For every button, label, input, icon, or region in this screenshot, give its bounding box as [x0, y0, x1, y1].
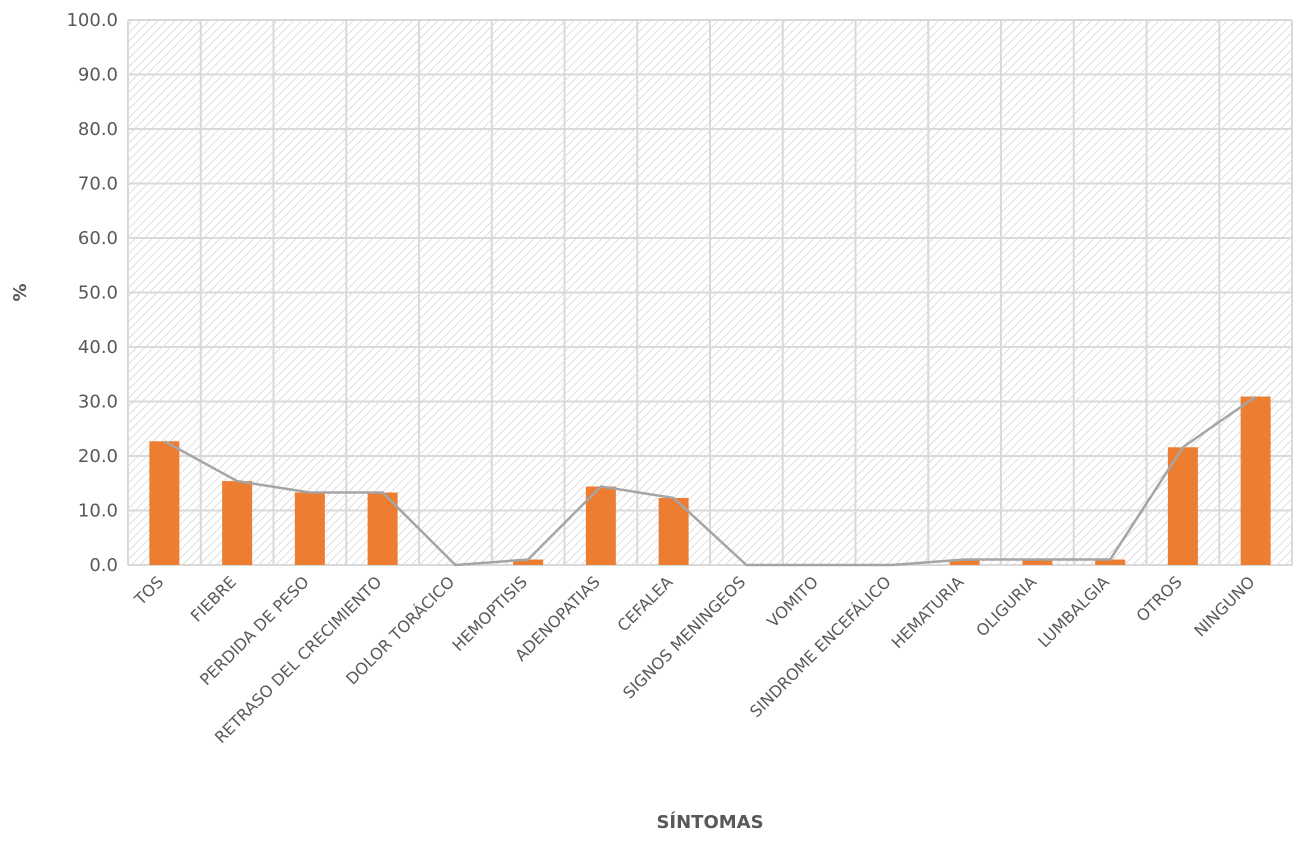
x-tick-label: SINDROME ENCEFÁLICO	[746, 572, 895, 721]
bar-lumbalgia	[1095, 559, 1126, 565]
bar-cefalea	[658, 497, 689, 565]
y-axis-ticks: 0.0 10.0 20.0 30.0 40.0 50.0 60.0 70.0 80.0 90.0 1…	[66, 10, 118, 576]
y-tick-label: 0.0	[89, 555, 118, 576]
bar-hemoptisis	[513, 559, 544, 565]
bar-perdida-de-peso	[294, 492, 325, 565]
line-series	[163, 395, 1257, 567]
y-tick-label: 30.0	[78, 392, 118, 413]
y-tick-label: 50.0	[78, 283, 118, 304]
y-tick-label: 80.0	[78, 119, 118, 140]
x-tick-label: HEMATURIA	[888, 572, 968, 652]
bar-hematuria	[949, 559, 980, 565]
bar-fiebre	[222, 481, 253, 565]
x-tick-label: NINGUNO	[1190, 572, 1258, 640]
y-tick-label: 100.0	[66, 10, 118, 31]
x-tick-label: SIGNOS MENINGEOS	[619, 572, 749, 702]
bar-ninguno	[1240, 396, 1271, 565]
x-tick-label: OLIGURIA	[972, 572, 1040, 640]
bar-adenopatias	[585, 486, 616, 565]
bar-otros	[1167, 447, 1198, 565]
y-tick-label: 70.0	[78, 174, 118, 195]
trend-line	[163, 395, 1257, 567]
bar-retraso-del-crecimiento	[367, 492, 398, 565]
x-tick-label: VOMITO	[763, 572, 822, 631]
gridlines	[127, 19, 1293, 566]
y-axis-title: %	[10, 283, 31, 301]
y-tick-label: 40.0	[78, 337, 118, 358]
y-tick-label: 10.0	[78, 501, 118, 522]
x-tick-label: CEFALEA	[614, 572, 677, 635]
bar-tos	[149, 441, 180, 565]
x-tick-label: FIEBRE	[187, 572, 240, 625]
x-tick-label: LUMBALGIA	[1034, 572, 1113, 651]
bar-oliguria	[1022, 559, 1053, 565]
y-tick-label: 90.0	[78, 65, 118, 86]
y-tick-label: 20.0	[78, 446, 118, 467]
x-axis-title: SÍNTOMAS	[656, 811, 763, 833]
x-tick-label: HEMOPTISIS	[448, 572, 531, 655]
x-tick-label: OTROS	[1133, 572, 1186, 625]
y-tick-label: 60.0	[78, 228, 118, 249]
bar-series	[149, 396, 1271, 565]
x-tick-label: TOS	[130, 572, 167, 609]
